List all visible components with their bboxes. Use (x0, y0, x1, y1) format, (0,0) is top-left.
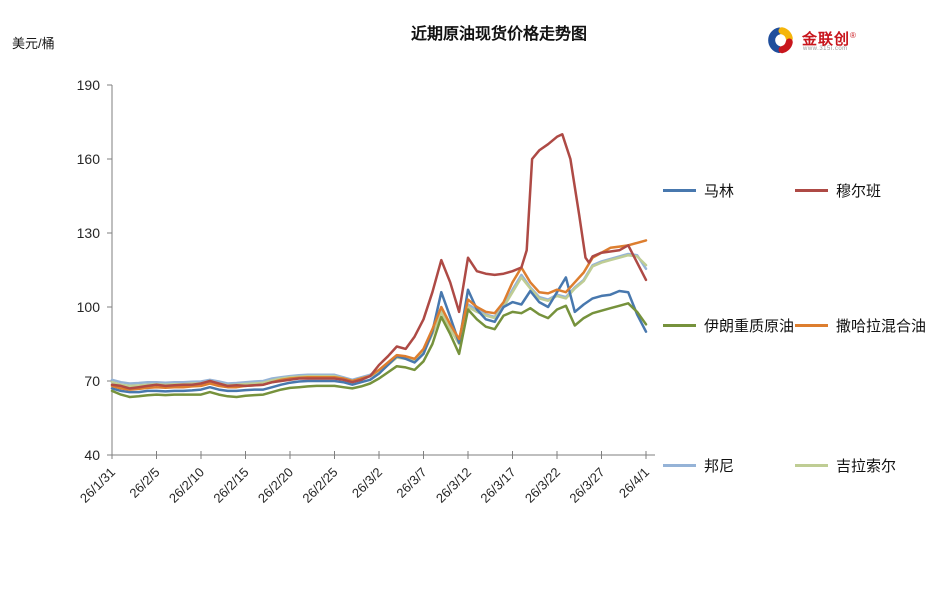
legend-line-swatch-malin (663, 188, 696, 192)
series-line-4 (110, 239, 648, 391)
legend-label-murban: 穆尔班 (836, 182, 882, 200)
brand-logo: 金联创® www.315i.com (764, 24, 924, 58)
x-tick-label: 26/3/22 (522, 465, 563, 506)
y-tick-label: 40 (84, 447, 100, 463)
x-tick-label: 26/2/5 (126, 465, 162, 501)
x-tick-label: 26/2/20 (255, 465, 296, 506)
legend-label-malin: 马林 (704, 182, 735, 200)
legend-item-bonny: 邦尼 (663, 457, 735, 475)
x-tick-label: 26/2/10 (166, 465, 207, 506)
series-line-2 (110, 133, 648, 390)
legend-label-girassol: 吉拉索尔 (836, 457, 897, 475)
axis-lines (111, 85, 655, 456)
brand-name: 金联创® (802, 31, 857, 48)
y-tick-label: 130 (77, 225, 101, 241)
legend-line-swatch-girassol (795, 463, 828, 467)
legend-item-malin: 马林 (663, 182, 735, 200)
legend-line-swatch-iran-heavy (663, 323, 696, 327)
series-line-1 (110, 276, 648, 394)
y-axis-unit-label: 美元/桶 (12, 36, 55, 51)
x-tick-label: 26/1/31 (77, 465, 118, 506)
chart-title: 近期原油现货价格走势图 (410, 26, 587, 43)
y-tick-label: 70 (84, 373, 100, 389)
legend-label-sahara-blend: 撒哈拉混合油 (836, 317, 927, 335)
legend-line-swatch-bonny (663, 463, 696, 467)
registered-mark: ® (850, 31, 857, 40)
legend-item-murban: 穆尔班 (795, 182, 882, 200)
y-tick-label: 190 (77, 77, 101, 93)
x-tick-label: 26/4/1 (616, 465, 652, 501)
legend-line-swatch-sahara-blend (795, 323, 828, 327)
legend-line-swatch-murban (795, 188, 828, 192)
x-tick-label: 26/3/27 (566, 465, 607, 506)
legend-item-sahara-blend: 撒哈拉混合油 (795, 317, 927, 335)
x-tick-label: 26/3/2 (349, 465, 385, 501)
legend-label-bonny: 邦尼 (704, 457, 735, 475)
brand-logo-icon (768, 27, 793, 54)
x-tick-label: 26/3/12 (433, 465, 474, 506)
legend-label-iran-heavy: 伊朗重质原油 (704, 317, 795, 335)
y-tick-label: 100 (77, 299, 101, 315)
series-line-3 (110, 302, 648, 399)
legend-item-iran-heavy: 伊朗重质原油 (663, 317, 795, 335)
brand-url: www.315i.com (803, 46, 848, 52)
x-tick-label: 26/3/7 (393, 465, 429, 501)
legend-item-girassol: 吉拉索尔 (795, 457, 897, 475)
x-tick-label: 26/2/25 (299, 465, 340, 506)
y-tick-label: 160 (77, 151, 101, 167)
x-tick-label: 26/3/17 (477, 465, 518, 506)
x-tick-label: 26/2/15 (210, 465, 251, 506)
